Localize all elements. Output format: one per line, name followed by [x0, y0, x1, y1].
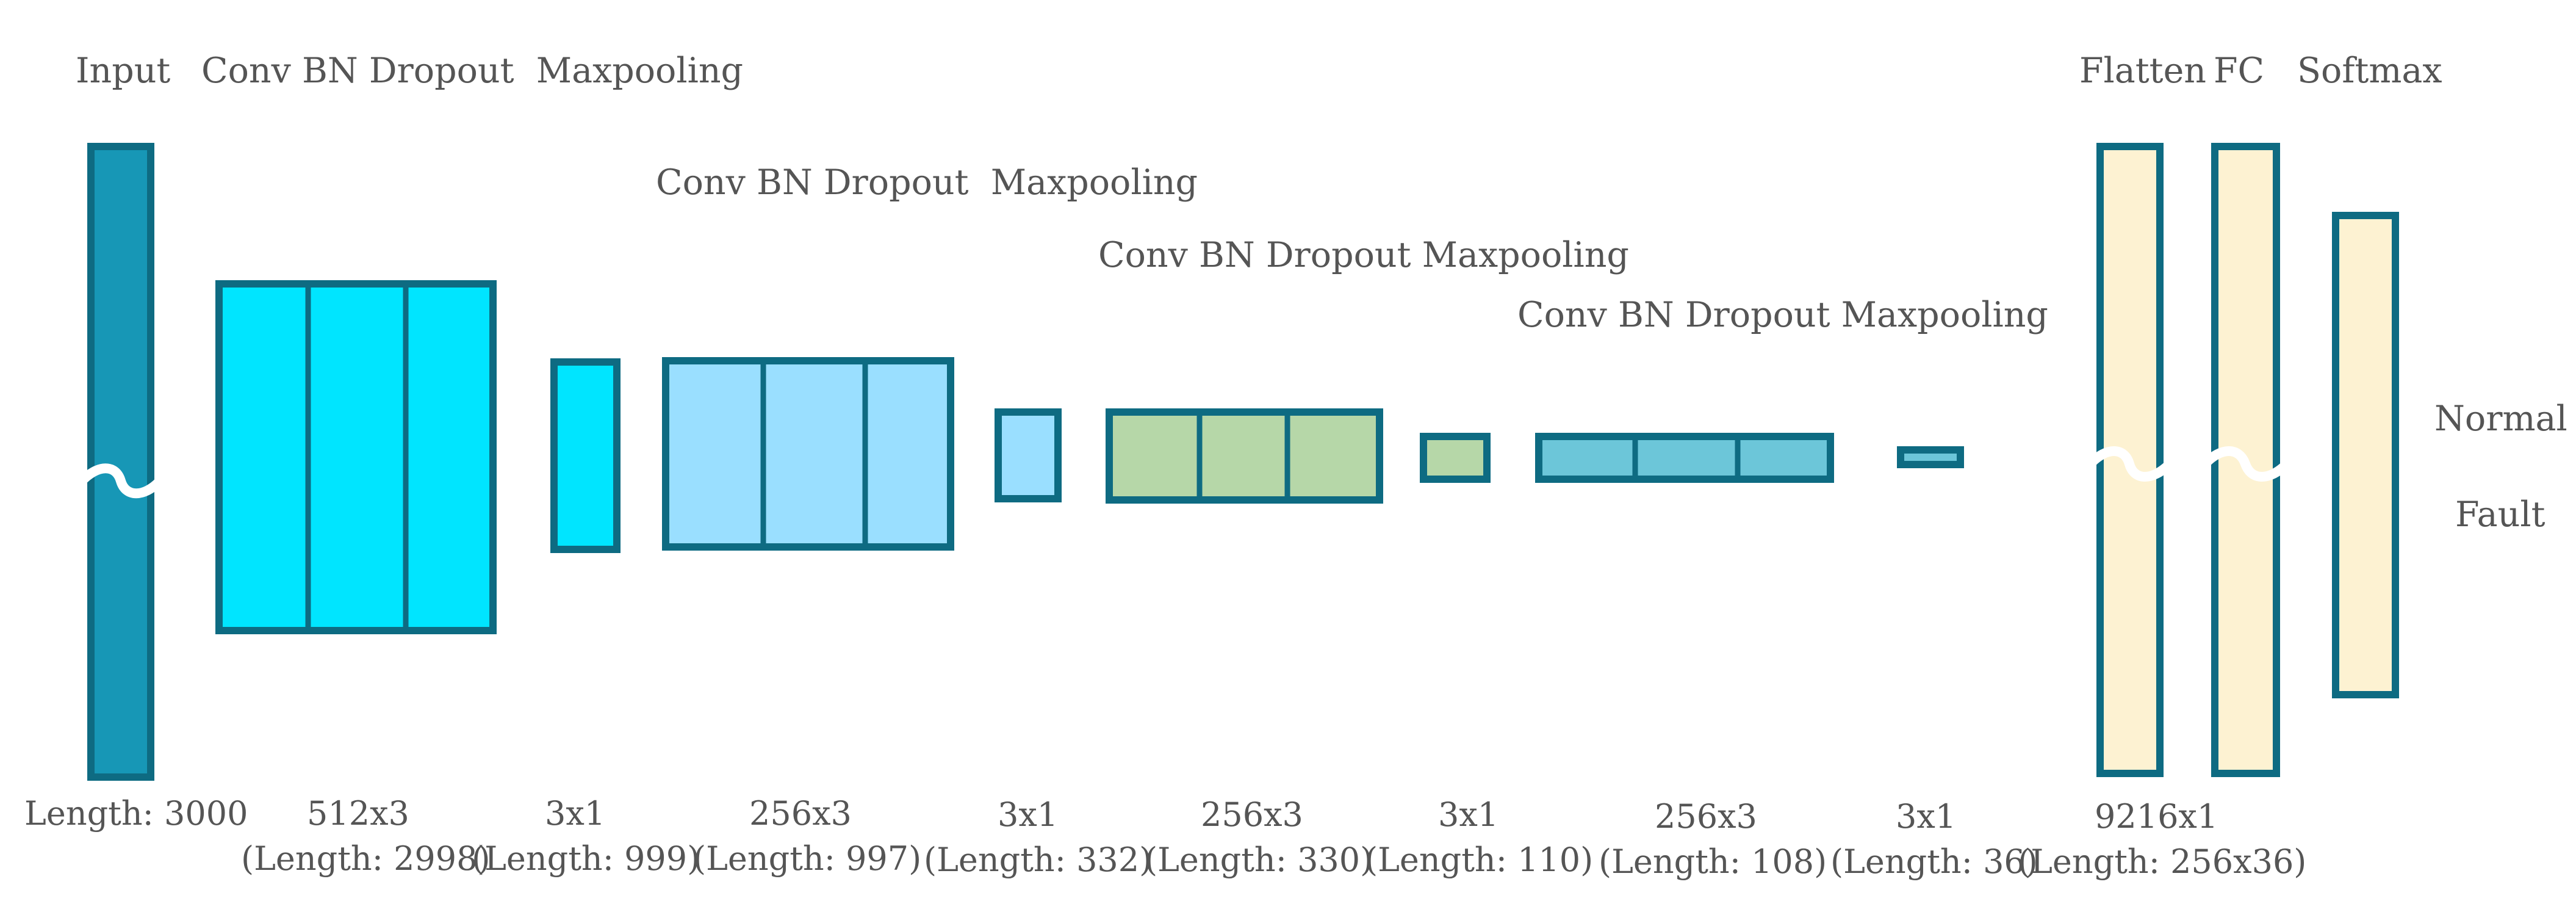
- input-layer-block: [87, 143, 154, 781]
- conv3-feature-maps: [1106, 408, 1383, 504]
- conv1-feature-maps: [215, 280, 497, 634]
- flatten-header: Flatten: [2079, 51, 2206, 91]
- maxpool-block-4: [1897, 446, 1964, 468]
- stage3-header: Conv BN Dropout Maxpooling: [1098, 235, 1629, 275]
- stage2-header: Conv BN Dropout Maxpooling: [656, 162, 1198, 203]
- conv3-size-label: 256x3: [1201, 795, 1303, 834]
- conv4-length-label: (Length: 108): [1599, 842, 1827, 881]
- conv-block-1: [215, 280, 497, 634]
- conv-block-2: [662, 357, 954, 551]
- input-break-mark: [76, 463, 165, 499]
- pool1-size-label: 3x1: [545, 794, 605, 833]
- conv2-feature-maps: [662, 357, 954, 551]
- fc-header: FC: [2214, 51, 2264, 91]
- pool1-length-label: (Length: 999): [472, 839, 700, 878]
- pool2-length-label: (Length: 332): [924, 841, 1152, 879]
- conv1-size-label: 512x3: [307, 794, 409, 833]
- pool3-length-label: (Length: 110): [1365, 841, 1593, 879]
- flatten-length-label: (Length: 256x36): [2018, 842, 2306, 881]
- pool2-size-label: 3x1: [998, 795, 1058, 834]
- conv2-size-label: 256x3: [749, 794, 852, 833]
- pool4-size-label: 3x1: [1896, 797, 1956, 836]
- pool3-size-label: 3x1: [1438, 795, 1498, 834]
- maxpool-block-2: [995, 408, 1062, 502]
- flatten-break-mark: [2085, 446, 2175, 482]
- softmax-layer-block: [2332, 212, 2399, 698]
- maxpool-block-1: [550, 358, 621, 553]
- softmax-header: Softmax: [2297, 51, 2442, 91]
- conv1-length-label: (Length: 2998): [241, 839, 491, 878]
- input-length-label: Length: 3000: [24, 794, 248, 833]
- flatten-size-label: 9216x1: [2095, 797, 2218, 836]
- stage4-header: Conv BN Dropout Maxpooling: [1517, 295, 2048, 335]
- maxpool-block-3: [1420, 433, 1491, 483]
- input-header: Input: [76, 51, 170, 91]
- pool4-length-label: (Length: 36): [1830, 842, 2038, 881]
- conv-block-3: [1106, 408, 1383, 504]
- output-class-normal: Normal: [2434, 399, 2567, 439]
- conv3-length-label: (Length: 330): [1145, 841, 1373, 879]
- conv2-length-label: (Length: 997): [693, 839, 921, 878]
- output-class-fault: Fault: [2455, 494, 2545, 535]
- fc-break-mark: [2200, 446, 2292, 482]
- conv4-size-label: 256x3: [1655, 797, 1757, 836]
- stage1-header: Conv BN Dropout Maxpooling: [201, 51, 743, 91]
- conv-block-4: [1535, 433, 1834, 483]
- conv4-feature-maps: [1535, 433, 1834, 483]
